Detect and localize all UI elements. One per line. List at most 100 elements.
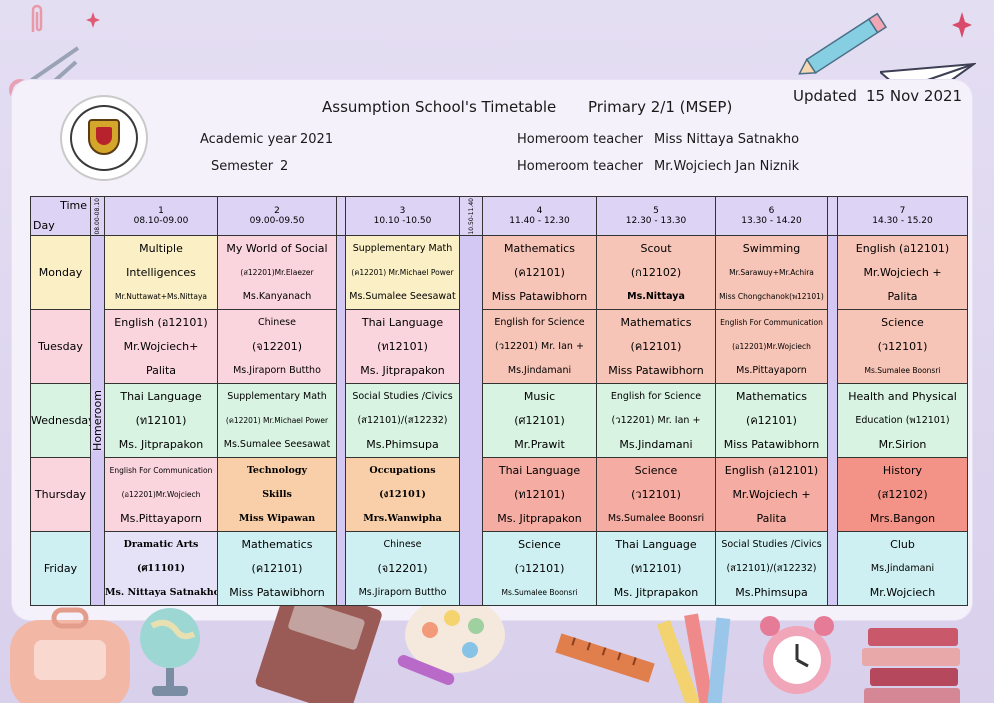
subject-line: Mathematics (736, 389, 807, 403)
day-name: Friday (30, 531, 91, 606)
subject-line: Science (634, 463, 678, 477)
class-cell: Thai Language (ท12101) Ms. Jitprapakon (596, 531, 716, 606)
teacher-line: Mr.Nuttawat+Ms.Nittaya (114, 291, 207, 301)
teacher-line: Ms.Jiraporn Buttho (358, 586, 447, 598)
teacher-line: Ms.Pittayaporn (736, 364, 807, 376)
teacher-line: Ms.Pittayaporn (120, 511, 202, 525)
teacher-line: Ms.Sumalee Boonsri (501, 587, 578, 597)
homeroom-teacher-name-1: Miss Nittaya Satnakho (654, 132, 800, 147)
day-row-thursday: Thursday English For Communication (อ12201… (30, 457, 968, 532)
class-cell: Mathematics (ค12101) Miss Patawibhorn (217, 531, 337, 606)
period-number: 5 (653, 206, 659, 216)
code-line: (จ12201) (251, 339, 303, 353)
period-time: 08.10-09.00 (133, 216, 189, 226)
subject-line: Scout (640, 241, 672, 255)
class-cell: Supplementary Math (ค12201) Mr.Michael Po… (345, 235, 460, 310)
afternoon-break-header (827, 196, 838, 236)
teacher-line: Miss Chongchanok(พ12101) (719, 291, 824, 301)
code-line: (ศ11101) (136, 562, 186, 574)
teacher-line: Ms.Jindamani (619, 437, 693, 451)
code-line: (ส12201)Mr.Elaezer (240, 267, 314, 277)
class-cell: English (อ12101) Mr.Wojciech + Palita (837, 235, 968, 310)
subject-line: Mathematics (241, 537, 313, 551)
day-name: Monday (30, 235, 91, 310)
class-cell: English for Science (ว12201) Mr. Ian + Ms.… (482, 309, 597, 384)
class-cell: English (อ12101) Mr.Wojciech + Palita (715, 457, 828, 532)
globe-icon (140, 608, 200, 696)
page-title: Assumption School's Timetable (322, 98, 557, 116)
class-cell: Chinese (จ12201) Ms.Jiraporn Buttho (345, 531, 460, 606)
backpack-icon (10, 607, 130, 703)
subject-line: Technology (246, 464, 308, 476)
subject-line: English For Communication (109, 465, 213, 475)
day-row-monday: Monday Homeroom Multiple Intelligences Mr.Nu… (30, 235, 968, 606)
subject-line: Social Studies /Civics (721, 538, 822, 550)
day-row-friday: Friday Dramatic Arts (ศ11101) Ms. Nittaya S… (30, 531, 968, 606)
day-name: Tuesday (30, 309, 91, 384)
teacher-line: Mr.Prawit (514, 437, 565, 451)
palette-icon (405, 597, 505, 673)
early-break-header: 08.00-08.10 (90, 196, 105, 236)
subject-line: Supplementary Math (227, 390, 327, 402)
code-line: (ว12101) (514, 561, 565, 575)
class-cell: Dramatic Arts (ศ11101) Ms. Nittaya Satnakh… (104, 531, 218, 606)
semester-label: Semester (211, 159, 274, 174)
day-name: Thursday (30, 457, 91, 532)
teacher-line: Ms.Jindamani (507, 364, 572, 376)
subject-line: English (อ12101) (724, 463, 819, 477)
subject-line: My World of Social (226, 241, 328, 255)
lunch-break-header: 10.50-11.40 (459, 196, 483, 236)
code-line: (ท12101) (377, 339, 428, 353)
subject-line: Swimming (742, 241, 801, 255)
code-line: (ท12101) (630, 561, 682, 575)
period-number: 2 (274, 206, 280, 216)
class-cell: Thai Language (ท12101) Ms. Jitprapakon (345, 309, 460, 384)
homeroom-teacher-name-2: Mr.Wojciech Jan Niznik (654, 159, 800, 174)
teacher-line: Ms.Sumalee Seesawat (349, 290, 456, 302)
academic-year-label: Academic year (200, 132, 297, 147)
subject-line: Music (523, 389, 556, 403)
code-line: (ว12101) (631, 487, 681, 501)
period-time: 09.00-09.50 (249, 216, 305, 226)
period-number: 3 (399, 206, 406, 216)
paperclip-icon (31, 4, 43, 32)
teacher-line: Miss Wipawan (238, 512, 316, 524)
class-cell: Swimming Mr.Sarawuy+Mr.Achira Miss Chongch… (715, 235, 828, 310)
teacher-line: Mrs.Bangon (869, 511, 936, 525)
class-cell: Scout (ก12102) Ms.Nittaya (596, 235, 716, 310)
subject-line: Social Studies /Civics (352, 390, 453, 402)
code-line: (ก12102) (630, 265, 682, 279)
period-header-3: 3 10.10 -10.50 (345, 196, 460, 236)
subject-line: English for Science (610, 390, 702, 402)
class-cell: Music (ศ12101) Mr.Prawit (482, 383, 597, 458)
teacher-line: Ms. Jitprapakon (118, 437, 204, 451)
code-line: Skills (262, 488, 292, 500)
period-number: 7 (899, 206, 906, 216)
period-header-7: 7 14.30 - 15.20 (837, 196, 968, 236)
code-line: Mr.Sarawuy+Mr.Achira (729, 267, 814, 277)
class-cell: Science (ว12101) Ms.Sumalee Boonsri (482, 531, 597, 606)
subject-line: English (อ12101) (114, 315, 208, 329)
teacher-line: Ms.Sumalee Boonsri (864, 365, 941, 375)
class-cell: English For Communication (อ12201)Mr.Wojc… (104, 457, 218, 532)
early-break-time: 08.00-08.10 (94, 197, 101, 235)
code-line: (ศ12101) (514, 413, 565, 427)
period-time: 14.30 - 15.20 (872, 216, 933, 226)
subject-line: Club (890, 537, 915, 551)
timetable: Time Day 08.00-08.10 1 08.10-09.00 2 09.00… (30, 196, 968, 606)
class-cell: Science (ว12101) Ms.Sumalee Boonsri (596, 457, 716, 532)
class-cell: English (อ12101) Mr.Wojciech+ Palita (104, 309, 218, 384)
class-cell: History (ส12102) Mrs.Bangon (837, 457, 968, 532)
subject-line: Dramatic Arts (123, 538, 199, 550)
class-cell: Mathematics (ค12101) Miss Patawibhorn (482, 235, 597, 310)
class-label: Primary 2/1 (MSEP) (588, 98, 733, 116)
teacher-line: Mrs.Wanwipha (363, 512, 442, 524)
teacher-line: Miss Patawibhorn (229, 585, 325, 599)
subject-line: Mathematics (620, 315, 692, 329)
period-header-6: 6 13.30 - 14.20 (715, 196, 828, 236)
teacher-line: Ms.Sumalee Boonsri (607, 512, 705, 524)
teacher-line: Ms.Sumalee Seesawat (223, 438, 331, 450)
period-number: 6 (768, 206, 775, 216)
code-line: Intelligences (126, 265, 196, 279)
teacher-line: Ms. Jitprapakon (613, 585, 699, 599)
